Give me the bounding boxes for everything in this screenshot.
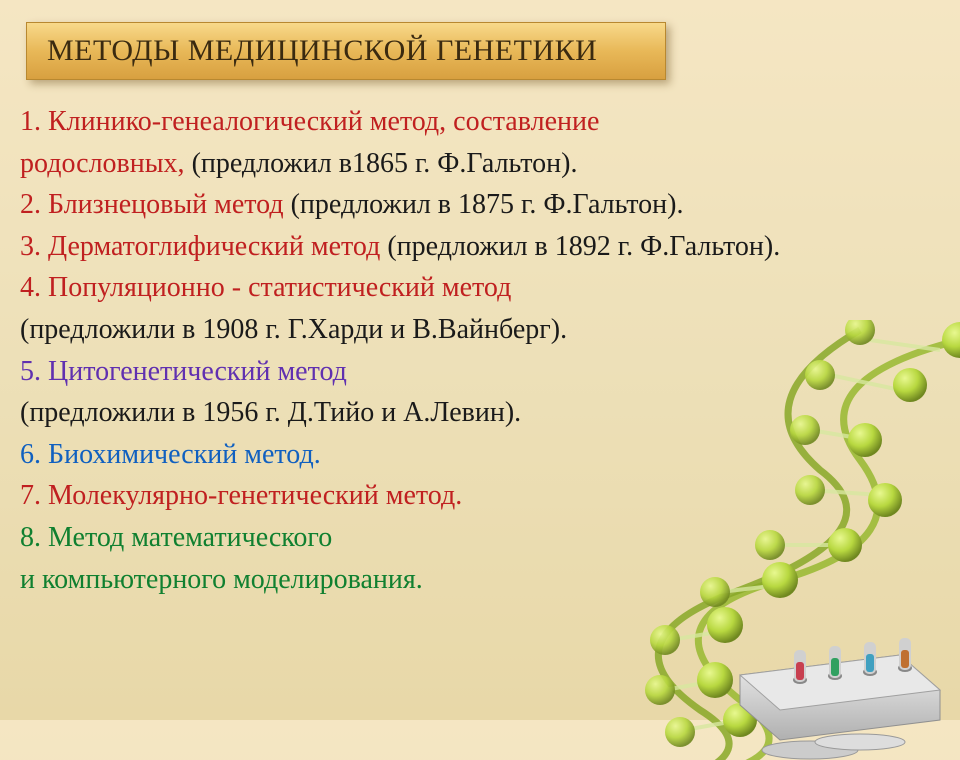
item-6: 6. Биохимический метод.: [20, 439, 321, 470]
item-4a: 4. Популяционно - статистический метод: [20, 272, 511, 303]
item-1b: родословных,: [20, 148, 185, 179]
item-7: 7. Молекулярно-генетический метод.: [20, 480, 462, 511]
item-2a: 2. Близнецовый метод: [20, 189, 284, 220]
item-5b: (предложили в 1956 г. Д.Тийо и А.Левин).: [20, 397, 521, 428]
item-3b: (предложил в 1892 г. Ф.Гальтон).: [380, 231, 780, 262]
item-4b: (предложили в 1908 г. Г.Харди и В.Вайнбе…: [20, 314, 567, 345]
page-title: МЕТОДЫ МЕДИЦИНСКОЙ ГЕНЕТИКИ: [47, 34, 597, 68]
title-banner: МЕТОДЫ МЕДИЦИНСКОЙ ГЕНЕТИКИ: [26, 22, 666, 80]
item-8a: 8. Метод математического: [20, 522, 332, 553]
item-1a: 1. Клинико-генеалогический метод, состав…: [20, 106, 599, 137]
item-1c: (предложил в1865 г. Ф.Гальтон).: [185, 148, 578, 179]
item-5a: 5. Цитогенетический метод: [20, 356, 347, 387]
methods-list: 1. Клинико-генеалогический метод, состав…: [20, 102, 940, 601]
item-3a: 3. Дерматоглифический метод: [20, 231, 380, 262]
lab-tray-icon: [740, 638, 940, 759]
item-8b: и компьютерного моделирования.: [20, 564, 423, 595]
item-2b: (предложил в 1875 г. Ф.Гальтон).: [284, 189, 684, 220]
